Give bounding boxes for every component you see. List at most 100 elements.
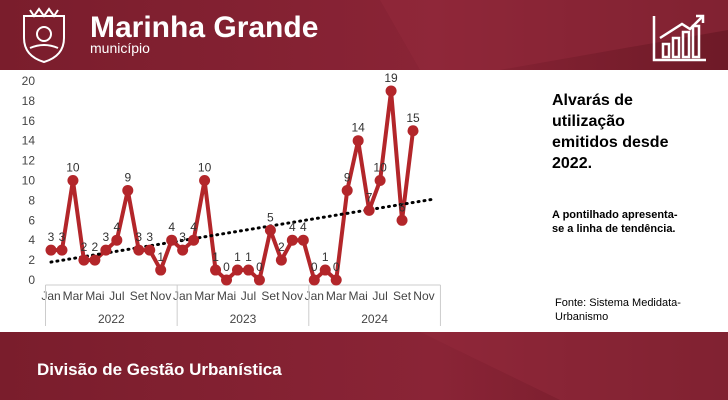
data-label: 2 [81,240,88,254]
data-point [89,254,101,266]
data-label: 19 [384,71,398,85]
x-tick-label: Set [130,289,149,303]
sidebar-heading: Alvarás de utilização emitidos desde 202… [552,92,669,172]
data-point [188,234,200,246]
x-tick-label: Mai [348,289,367,303]
data-point [330,274,342,286]
footer-deco [420,332,728,400]
data-label: 1 [212,250,219,264]
y-tick-label: 6 [28,213,35,227]
data-point [352,135,364,147]
data-label: 15 [406,111,420,125]
data-point [253,274,265,286]
data-point [341,184,353,196]
data-point [264,224,276,236]
data-label: 4 [113,220,120,234]
data-point [385,85,397,97]
data-label: 1 [245,250,252,264]
group-label: 2023 [230,312,257,326]
data-point [308,274,320,286]
data-point [231,264,243,276]
data-label: 10 [66,161,80,175]
data-label: 0 [311,260,318,274]
data-label: 0 [256,260,263,274]
data-label: 9 [344,170,351,184]
brand-subtitle: município [90,40,150,56]
data-point [177,244,189,256]
data-label: 3 [179,230,186,244]
data-label: 3 [135,230,142,244]
x-tick-label: Jul [109,289,124,303]
data-point [67,175,79,186]
y-tick-label: 12 [22,154,36,168]
y-tick-label: 0 [28,273,35,287]
x-tick-label: Jan [305,289,324,303]
x-tick-label: Mai [217,289,236,303]
data-point [363,204,375,216]
data-point [111,234,123,246]
data-label: 2 [92,240,99,254]
logo [23,7,65,64]
group-label: 2024 [361,312,388,326]
series-line [51,88,415,282]
data-label: 1 [234,250,241,264]
data-label: 3 [59,230,66,244]
data-label: 3 [146,230,153,244]
x-tick-label: Mar [194,289,215,303]
data-label: 14 [351,121,365,135]
data-label: 5 [267,210,274,224]
data-label: 3 [103,230,110,244]
data-point [144,244,156,256]
data-point [122,184,134,196]
data-point [210,264,222,276]
data-point [155,264,167,276]
data-point [319,264,331,276]
data-label: 4 [168,220,175,234]
data-label: 0 [223,260,230,274]
data-point [56,244,68,256]
x-tick-label: Set [393,289,412,303]
data-label: 10 [373,161,387,175]
sidebar-source: Fonte: Sistema Medidata-Urbanismo [555,297,681,323]
x-tick-label: Mar [63,289,84,303]
data-label: 4 [289,220,296,234]
sidebar-note: A pontilhado apresenta-se a linha de ten… [552,209,678,235]
y-tick-label: 16 [22,114,36,128]
data-point [374,175,386,186]
data-label: 0 [333,260,340,274]
data-label: 7 [366,190,373,204]
y-tick-label: 4 [28,233,35,247]
y-tick-label: 20 [22,74,36,88]
x-tick-label: Set [261,289,280,303]
x-tick-label: Jul [372,289,387,303]
data-point [297,234,309,246]
data-point [78,254,90,266]
x-tick-label: Jan [173,289,192,303]
data-label: 1 [157,250,164,264]
data-point [133,244,145,256]
y-tick-label: 2 [28,253,35,267]
x-tick-label: Mai [85,289,104,303]
header-deco [380,0,728,70]
x-tick-label: Nov [150,289,171,303]
data-label: 2 [278,240,285,254]
data-label: 10 [198,161,212,175]
chart-icon [652,14,706,62]
data-point [199,175,211,186]
data-label: 3 [48,230,55,244]
data-point [221,274,233,286]
data-label: 6 [399,200,406,214]
data-point [166,234,178,246]
x-tick-label: Jan [41,289,60,303]
data-point [242,264,254,276]
data-point [100,244,112,256]
y-tick-label: 8 [28,193,35,207]
x-tick-label: Jul [241,289,256,303]
x-tick-label: Mar [326,289,347,303]
data-point [286,234,298,246]
y-tick-label: 10 [22,174,36,188]
data-point [396,214,408,226]
x-tick-label: Nov [282,289,303,303]
